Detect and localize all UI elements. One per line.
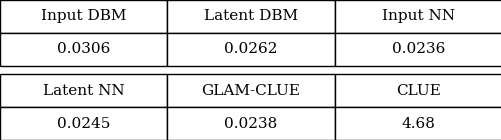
Text: Input DBM: Input DBM bbox=[41, 9, 126, 23]
Text: 0.0262: 0.0262 bbox=[224, 42, 277, 56]
Text: 4.68: 4.68 bbox=[401, 116, 434, 130]
Text: CLUE: CLUE bbox=[395, 84, 440, 98]
Text: Latent DBM: Latent DBM bbox=[203, 9, 298, 23]
Bar bbox=[167, 107, 334, 140]
Bar bbox=[334, 0, 501, 33]
Text: Latent NN: Latent NN bbox=[43, 84, 124, 98]
Bar bbox=[0, 107, 167, 140]
Bar bbox=[167, 74, 334, 107]
Text: Input NN: Input NN bbox=[381, 9, 454, 23]
Text: 0.0238: 0.0238 bbox=[224, 116, 277, 130]
Bar bbox=[0, 0, 167, 33]
Bar bbox=[334, 74, 501, 107]
Text: 0.0306: 0.0306 bbox=[57, 42, 110, 56]
Bar bbox=[167, 33, 334, 66]
Text: 0.0236: 0.0236 bbox=[391, 42, 444, 56]
Bar bbox=[0, 33, 167, 66]
Bar bbox=[334, 33, 501, 66]
Text: 0.0245: 0.0245 bbox=[57, 116, 110, 130]
Bar bbox=[334, 107, 501, 140]
Text: GLAM-CLUE: GLAM-CLUE bbox=[201, 84, 300, 98]
Bar bbox=[0, 74, 167, 107]
Bar bbox=[167, 0, 334, 33]
